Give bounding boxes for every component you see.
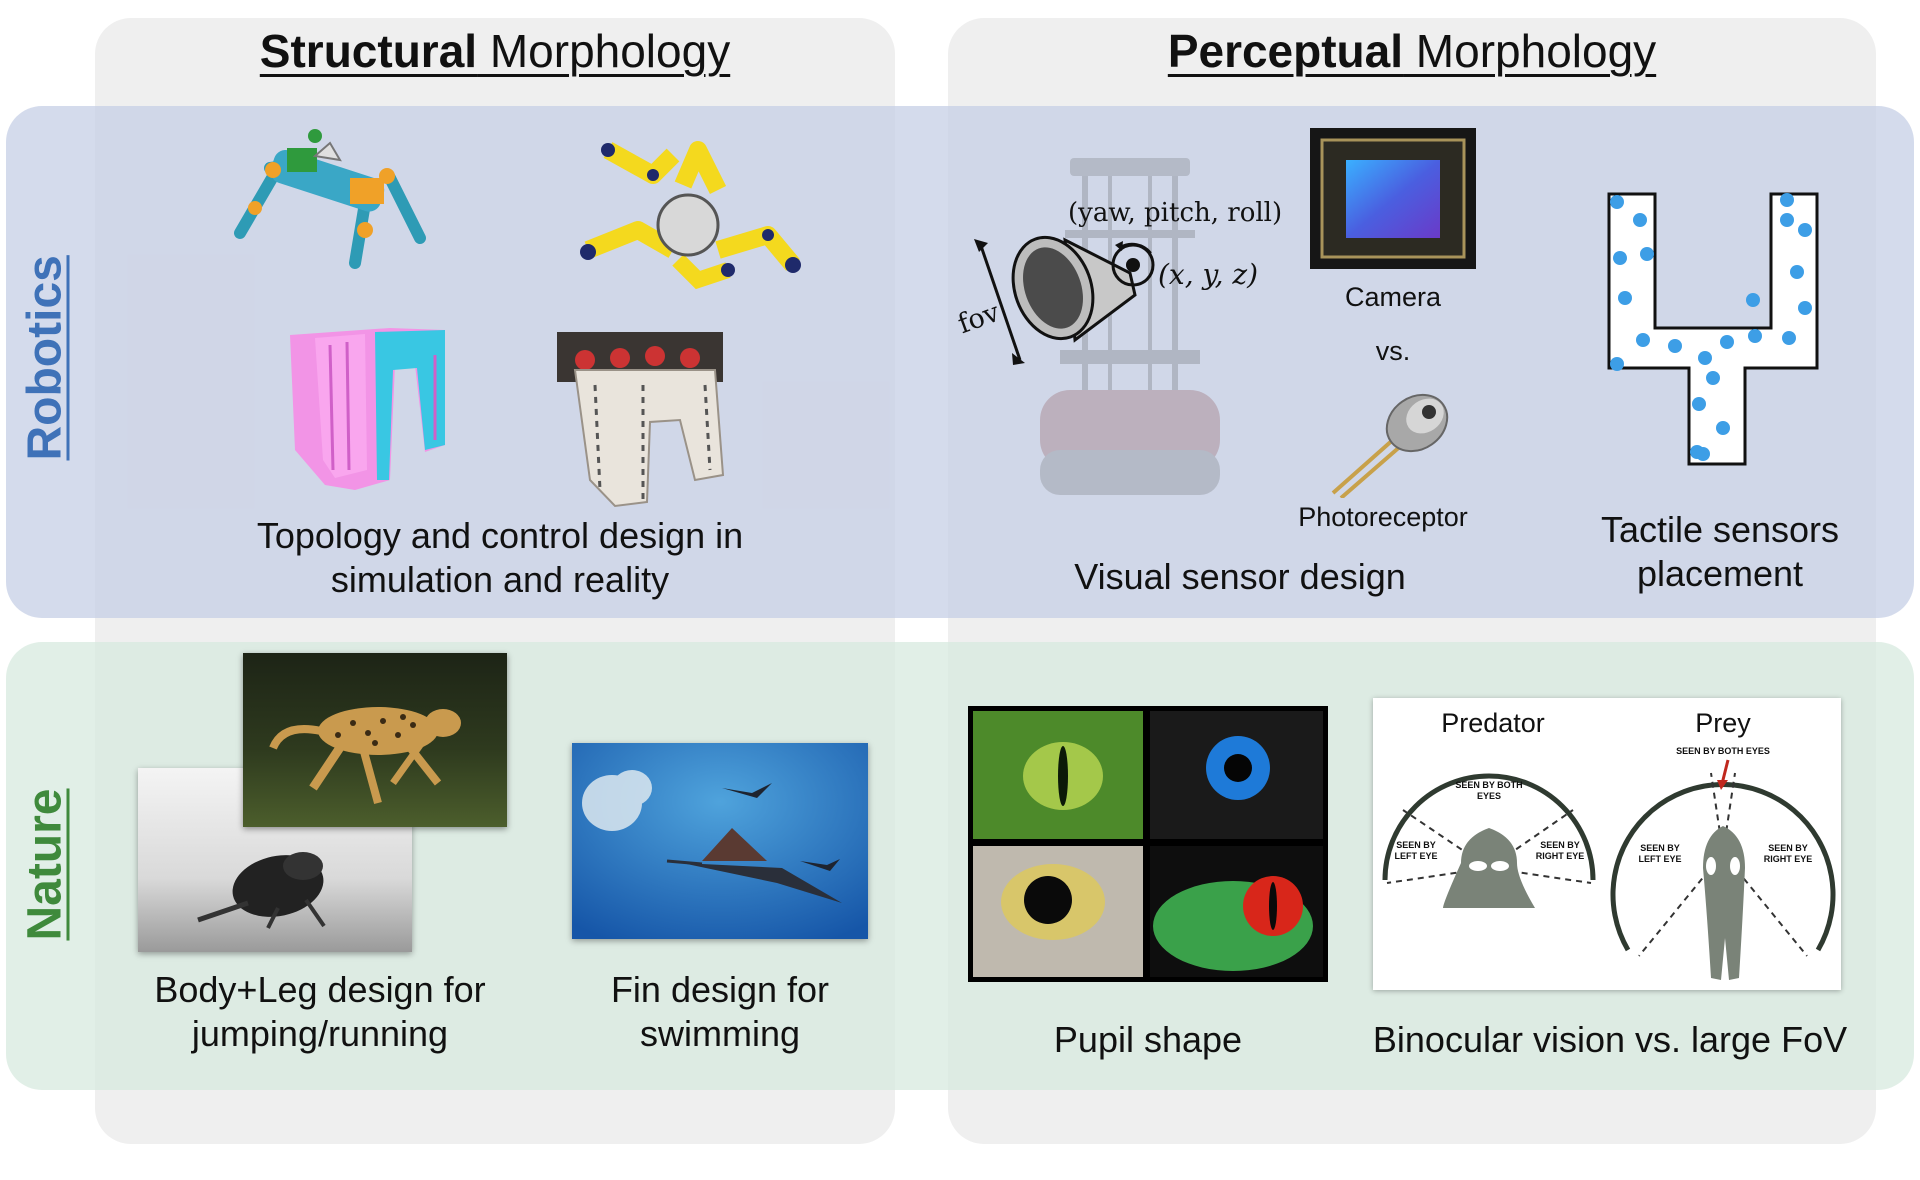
camera-label: Camera bbox=[1344, 282, 1442, 312]
tactile-dot bbox=[1790, 265, 1804, 279]
topology-caption-line-1: Topology and control design in bbox=[256, 515, 744, 556]
body-leg-caption-line-2: jumping/running bbox=[191, 1013, 449, 1054]
tactile-dot bbox=[1618, 291, 1632, 305]
simulated-leg-structure-icon bbox=[285, 320, 450, 495]
sailfish-photo bbox=[572, 743, 868, 939]
tactile-caption-line-2: placement bbox=[1636, 553, 1804, 594]
tactile-dot bbox=[1696, 447, 1710, 461]
prey-seen-both: SEEN BY BOTH EYES bbox=[1676, 746, 1770, 756]
topology-caption: Topology and control design in simulatio… bbox=[180, 514, 820, 602]
tactile-dot bbox=[1692, 397, 1706, 411]
body-leg-caption: Body+Leg design for jumping/running bbox=[120, 968, 520, 1056]
topology-caption-line-2: simulation and reality bbox=[330, 559, 670, 600]
predator-seen-both: SEEN BY BOTH EYES bbox=[1455, 780, 1523, 801]
photoreceptor-icon bbox=[1325, 388, 1455, 498]
tactile-dot bbox=[1613, 251, 1627, 265]
tactile-dot bbox=[1610, 357, 1624, 371]
tactile-dot bbox=[1746, 293, 1760, 307]
tactile-dot bbox=[1636, 333, 1650, 347]
robotics-label-wrap: Robotics bbox=[0, 255, 90, 460]
predator-seen-left: SEEN BY LEFT EYE bbox=[1394, 840, 1438, 861]
pupil-caption: Pupil shape bbox=[1053, 1019, 1243, 1060]
cheetah-photo bbox=[243, 653, 507, 827]
binocular-diagram: Predator Prey SEEN BY BOTH EYES SEEN BY … bbox=[1373, 698, 1841, 990]
real-leg-structure-icon bbox=[555, 330, 725, 510]
fin-caption: Fin design for swimming bbox=[520, 968, 920, 1056]
tactile-sensor-icon bbox=[1605, 190, 1825, 470]
predator-label: Predator bbox=[1441, 708, 1545, 738]
tactile-caption: Tactile sensors placement bbox=[1555, 508, 1885, 596]
fin-caption-line-2: swimming bbox=[639, 1013, 800, 1054]
tactile-caption-line-1: Tactile sensors bbox=[1600, 509, 1840, 550]
camera-sensor-icon bbox=[1308, 126, 1478, 271]
predator-seen-right: SEEN BY RIGHT EYE bbox=[1535, 840, 1585, 861]
fin-caption-line-1: Fin design for bbox=[610, 969, 830, 1010]
prey-label: Prey bbox=[1695, 708, 1751, 738]
tactile-dot bbox=[1633, 213, 1647, 227]
vs-label: vs. bbox=[1375, 336, 1411, 366]
binocular-caption: Binocular vision vs. large FoV bbox=[1372, 1019, 1848, 1060]
tactile-dot bbox=[1798, 223, 1812, 237]
tactile-dot bbox=[1782, 331, 1796, 345]
tactile-dot bbox=[1640, 247, 1654, 261]
ypr-label: (yaw, pitch, roll) bbox=[1068, 198, 1283, 228]
nature-row-label: Nature bbox=[18, 788, 72, 941]
photoreceptor-label: Photoreceptor bbox=[1298, 502, 1468, 532]
tactile-dot bbox=[1716, 421, 1730, 435]
tactile-dot bbox=[1698, 351, 1712, 365]
tactile-dot bbox=[1668, 339, 1682, 353]
tactile-dot bbox=[1780, 193, 1794, 207]
tactile-dot bbox=[1610, 195, 1624, 209]
pupil-photo-grid bbox=[968, 706, 1328, 982]
xyz-label: (x, y, z) bbox=[1158, 258, 1259, 291]
tactile-dot bbox=[1748, 329, 1762, 343]
tactile-dot bbox=[1780, 213, 1794, 227]
tactile-dot bbox=[1798, 301, 1812, 315]
nature-label-wrap: Nature bbox=[0, 788, 90, 940]
tactile-dot bbox=[1706, 371, 1720, 385]
hexapod-robot-icon bbox=[578, 140, 808, 300]
structural-title: Structural Morphology bbox=[259, 25, 731, 77]
prey-seen-left: SEEN BY LEFT EYE bbox=[1638, 843, 1682, 864]
quadruped-robot-icon bbox=[215, 118, 445, 288]
body-leg-caption-line-1: Body+Leg design for bbox=[154, 969, 486, 1010]
tactile-dot bbox=[1720, 335, 1734, 349]
camera-cone-icon bbox=[955, 195, 1275, 370]
visual-sensor-caption: Visual sensor design bbox=[1074, 556, 1406, 597]
robotics-row-label: Robotics bbox=[18, 255, 72, 461]
perceptual-title: Perceptual Morphology bbox=[1167, 25, 1657, 77]
prey-seen-right: SEEN BY RIGHT EYE bbox=[1763, 843, 1813, 864]
